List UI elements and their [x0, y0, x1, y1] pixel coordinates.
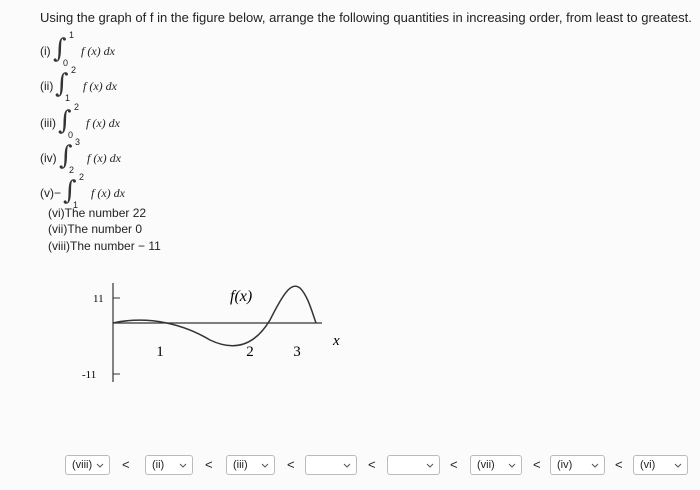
chevron-path — [179, 463, 187, 468]
chevron-path — [674, 463, 682, 468]
chevron — [591, 463, 599, 468]
dropdown[interactable]: (ii) — [145, 455, 193, 475]
integrand: f (x) dx — [87, 151, 121, 165]
y-tick-label: 11 — [93, 293, 104, 305]
upper-limit: 2 — [71, 65, 77, 75]
number-item: (vi)The number 22 — [48, 206, 147, 220]
chevron-path — [591, 463, 599, 468]
dropdown[interactable]: (vii) — [470, 455, 522, 475]
chevron-path — [426, 463, 434, 468]
chevron — [96, 463, 104, 468]
separator: < — [205, 457, 213, 472]
number-item: (vii)The number 0 — [48, 222, 143, 236]
upper-limit: 2 — [79, 172, 85, 182]
dropdown[interactable]: (iii) — [226, 455, 275, 475]
chevron — [261, 463, 269, 468]
separator: < — [450, 457, 458, 472]
question: Using the graph of f in the figure below… — [40, 10, 692, 25]
dropdown[interactable] — [305, 455, 357, 475]
chevron-path — [96, 463, 104, 468]
x-tick-label: 2 — [246, 344, 254, 360]
dropdown[interactable] — [387, 455, 440, 475]
integral-sign: ∫ — [59, 141, 73, 171]
chevron — [508, 463, 516, 468]
number-item: (viii)The number − 11 — [48, 239, 161, 253]
separator: < — [122, 457, 130, 472]
chevron — [426, 463, 434, 468]
dropdown[interactable]: (viii) — [65, 455, 110, 475]
lower-limit: 2 — [69, 165, 75, 175]
separator: < — [533, 457, 541, 472]
curve-label: f(x) — [230, 288, 252, 305]
item-label: (ii) — [40, 79, 54, 93]
integrand: f (x) dx — [91, 186, 125, 200]
chevron — [179, 463, 187, 468]
upper-limit: 3 — [75, 137, 81, 147]
chevron-path — [508, 463, 516, 468]
item-label: (iv) — [40, 151, 57, 165]
axis-label: x — [332, 333, 340, 349]
y-tick-label: -11 — [82, 369, 96, 381]
chevron — [674, 463, 682, 468]
x-tick-label: 3 — [293, 344, 301, 360]
lower-limit: 0 — [63, 58, 69, 68]
integrand: f (x) dx — [86, 116, 120, 130]
integral-sign: ∫ — [58, 106, 72, 136]
integrand: f (x) dx — [81, 44, 115, 58]
item-label: (i) — [40, 44, 51, 58]
upper-limit: 1 — [69, 30, 75, 40]
integral-sign: ∫ — [53, 34, 67, 64]
chevron — [343, 463, 351, 468]
item-label: (iii) — [40, 116, 56, 130]
x-tick-label: 1 — [156, 344, 164, 360]
dropdown[interactable]: (vi) — [633, 455, 688, 475]
separator: < — [615, 457, 623, 472]
integrand: f (x) dx — [83, 79, 117, 93]
separator: < — [368, 457, 376, 472]
lower-limit: 1 — [65, 93, 71, 103]
dropdown[interactable]: (iv) — [550, 455, 605, 475]
chevron-path — [261, 463, 269, 468]
item-label: (v)− — [40, 186, 61, 200]
integral-sign: ∫ — [63, 176, 77, 206]
separator: < — [287, 457, 295, 472]
lower-limit: 0 — [68, 130, 74, 140]
lower-limit: 1 — [73, 200, 79, 210]
integral-sign: ∫ — [55, 69, 69, 99]
chevron-path — [343, 463, 351, 468]
upper-limit: 2 — [74, 102, 80, 112]
